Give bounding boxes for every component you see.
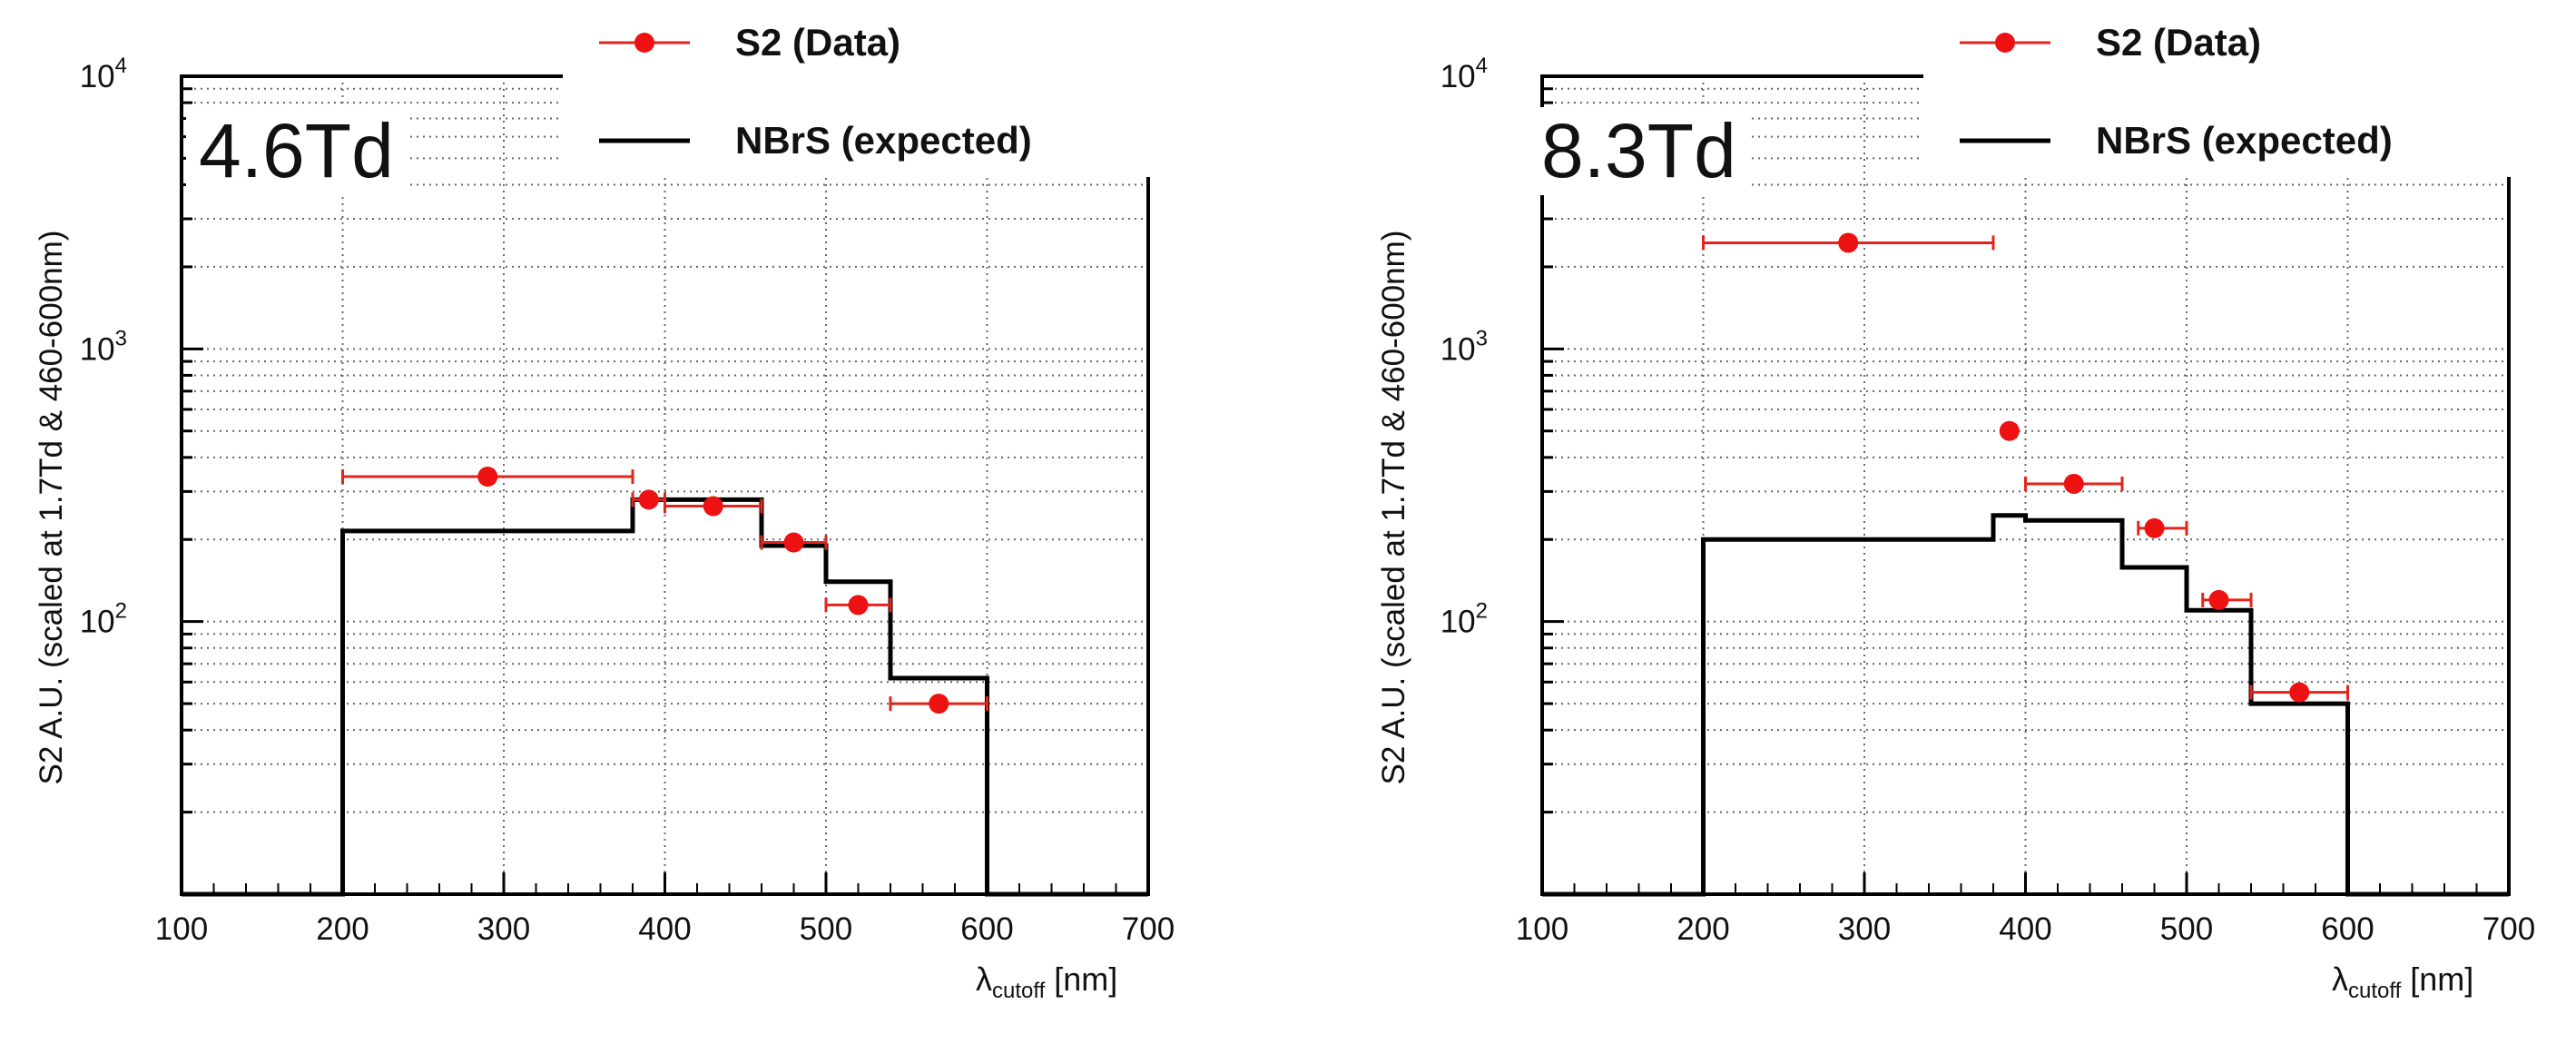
data-point [1702,232,1995,253]
x-axis-label-1: λcutoff [nm] [976,960,1118,1003]
data-marker [1838,232,1859,253]
y-tick-exponent: 3 [115,326,127,350]
data-point [341,467,634,488]
data-point [824,595,892,616]
expected-step-series [182,497,1148,897]
data-marker [2208,589,2229,610]
legend-entry-expected: NBrS (expected) [1923,118,2393,163]
panel-label-2: 8.3Td [1529,107,1749,195]
data-marker [848,595,869,616]
chart-panel-2: 100 200 300 400 500 600 700 102 103 104 S2 A.U. (… [1288,0,2576,1044]
x-tick-label: 500 [800,911,852,947]
data-marker [783,532,804,553]
legend-data-marker-icon [599,33,690,53]
y-tick-exponent: 4 [1476,54,1488,78]
x-tick-label: 500 [2160,911,2213,947]
x-tick-label: 200 [316,911,369,947]
y-axis-label-1: S2 A.U. (scaled at 1.7Td & 460-600nm) [34,230,69,785]
data-point [631,489,666,510]
data-marker [2289,682,2310,703]
data-point [664,496,763,517]
expected-step-series [1542,513,2509,897]
legend-expected-line-icon [599,138,690,143]
data-marker [1999,420,2020,441]
data-point [2024,473,2124,494]
y-tick-label: 104 [1440,54,1488,94]
x-tick-label: 300 [477,911,530,947]
data-marker [638,489,659,510]
legend-entry-data: S2 (Data) [1923,20,2261,65]
y-tick-label: 103 [80,326,127,367]
legend-2: S2 (Data) NBrS (expected) [1923,0,2559,177]
legend-expected-line-icon [1960,138,2050,143]
legend-entry-data: S2 (Data) [563,20,900,65]
y-tick-exponent: 3 [1476,326,1488,350]
data-marker [929,694,949,714]
y-tick-label: 102 [80,599,127,640]
data-point [2249,682,2349,703]
x-tick-label: 600 [2321,911,2374,947]
data-marker [703,496,723,517]
data-marker [477,467,498,488]
panel-label-1: 4.6Td [186,107,407,195]
x-tick-label: 700 [2483,911,2535,947]
data-point [760,532,828,553]
legend-data-marker-icon [1960,33,2050,53]
y-tick-label: 103 [1440,326,1488,367]
data-point [1999,420,2020,441]
data-marker [2144,517,2165,538]
legend-entry-expected: NBrS (expected) [563,118,1032,163]
x-tick-label: 100 [155,911,208,947]
data-point [2201,589,2253,610]
x-tick-label: 700 [1122,911,1175,947]
x-axis-label-2: λcutoff [nm] [2332,960,2474,1003]
x-tick-label: 600 [960,911,1013,947]
plot-frame [180,74,1150,896]
x-tick-label: 300 [1838,911,1891,947]
y-tick-exponent: 2 [1476,599,1488,624]
y-tick-label: 102 [1440,599,1488,640]
y-tick-exponent: 4 [115,54,127,78]
x-tick-label: 200 [1676,911,1729,947]
data-marker [2063,473,2084,494]
legend-1: S2 (Data) NBrS (expected) [563,0,1162,177]
x-tick-label: 400 [1999,911,2051,947]
x-tick-label: 100 [1516,911,1568,947]
y-tick-exponent: 2 [115,599,127,624]
data-point [2137,517,2188,538]
y-tick-label: 104 [80,54,127,94]
grid-lines [182,76,1148,894]
chart-panel-1: 100 200 300 400 500 600 700 102 103 104 S2 A.U. (… [34,0,1175,1003]
y-axis-label-2: S2 A.U. (scaled at 1.7Td & 460-600nm) [1376,230,1411,785]
x-tick-label: 400 [638,911,691,947]
data-point [889,694,988,714]
